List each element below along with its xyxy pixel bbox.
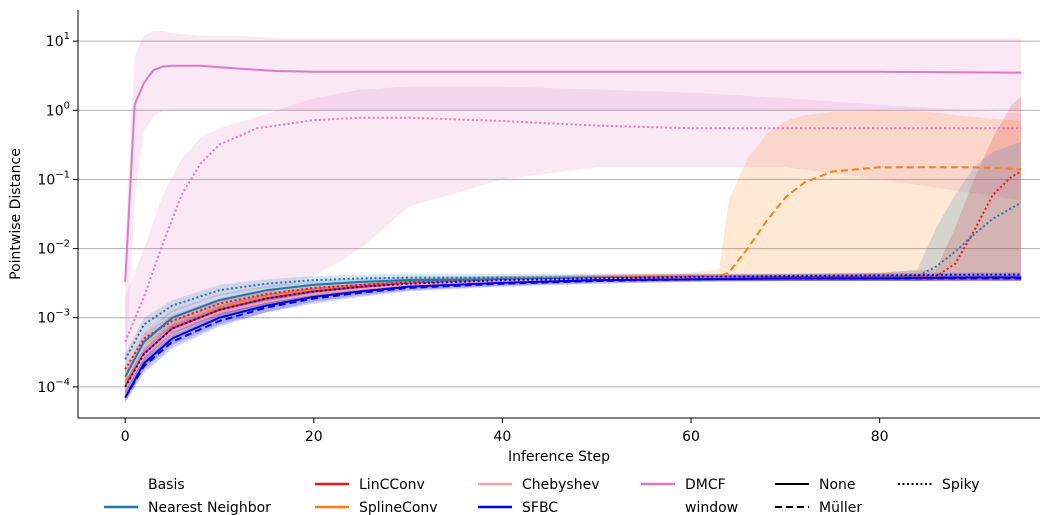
band-splineconv-muller [125, 110, 1022, 387]
x-tick-label: 20 [305, 429, 323, 445]
y-tick-label: 10−2 [37, 239, 70, 258]
legend-label-chebyshev: Chebyshev [522, 477, 600, 493]
band-dmcf-spiky [125, 86, 1022, 387]
y-tick-label: 10−3 [37, 308, 70, 327]
line-sfbc-muller [124, 277, 1022, 399]
x-tick-label: 80 [871, 429, 889, 445]
y-axis-label: Pointwise Distance [8, 148, 24, 280]
line-dmcf-spiky [124, 116, 1022, 343]
x-tick-label: 60 [682, 429, 700, 445]
legend-label-window: window [685, 500, 738, 515]
legend-label-dmcf: DMCF [685, 477, 726, 493]
series-lines [124, 64, 1022, 399]
x-tick-label: 0 [121, 429, 130, 445]
legend-label-none: None [819, 477, 856, 493]
y-tick-label: 100 [46, 100, 70, 119]
legend-label-muller: Müller [819, 500, 862, 515]
band-nearest-neighbor-none [125, 276, 1022, 387]
y-gridlines [78, 40, 1040, 388]
legend: Basis Nearest Neighbor LinCConv SplineCo… [104, 477, 980, 515]
confidence-bands [125, 31, 1022, 403]
y-tick-label: 10−4 [37, 377, 70, 396]
legend-label-splineconv: SplineConv [359, 500, 438, 515]
y-tick-label: 10−1 [37, 169, 70, 188]
legend-label-nearest-neighbor: Nearest Neighbor [148, 500, 271, 515]
line-splineconv-muller [124, 166, 1022, 382]
legend-label-lincconv: LinCConv [359, 477, 425, 493]
x-tick-label: 40 [493, 429, 511, 445]
y-tick-label: 101 [46, 31, 70, 50]
line-dmcf-none [124, 64, 1022, 282]
x-axis-label: Inference Step [508, 449, 610, 465]
line-lincconv-spiky [124, 170, 1022, 370]
ticks: 10−4 10−3 10−2 10−1 100 101 0 20 40 60 80 [37, 31, 888, 445]
line-sfbc-spiky [124, 273, 1022, 388]
legend-label-sfbc: SFBC [522, 500, 558, 515]
legend-label-spiky: Spiky [942, 477, 980, 493]
line-sfbc-none [124, 276, 1022, 399]
legend-title: Basis [148, 477, 185, 493]
